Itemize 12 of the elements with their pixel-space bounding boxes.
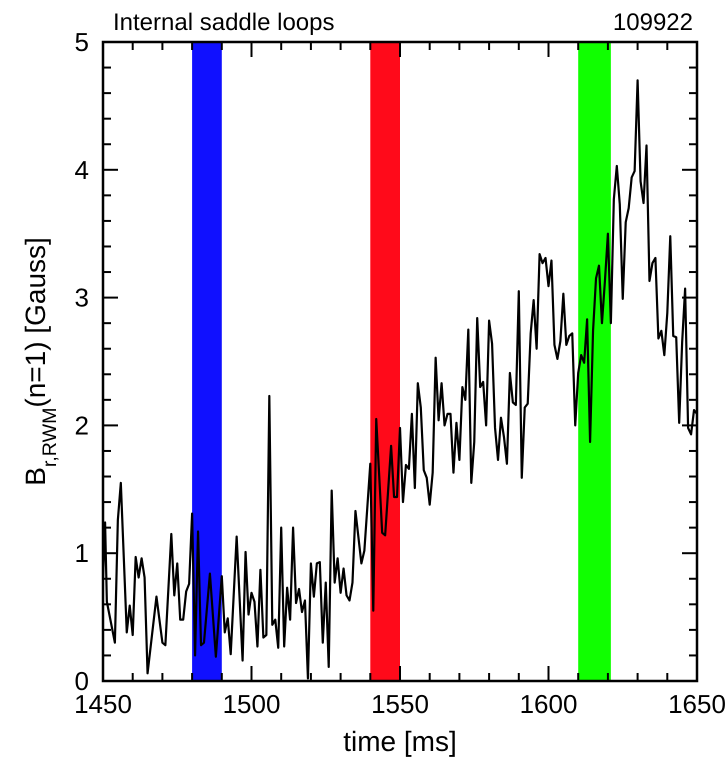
text: 109922 <box>612 9 693 36</box>
y-tick-label: 5 <box>74 27 89 57</box>
y-tick-label: 3 <box>74 282 89 313</box>
x-tick-label: 1500 <box>222 689 280 719</box>
chart-title: Internal saddle loops <box>113 9 334 36</box>
y-tick-label: 4 <box>74 154 89 185</box>
x-tick-label: 1550 <box>371 689 429 719</box>
y-tick-label: 1 <box>74 538 89 568</box>
x-tick-label: 1600 <box>520 689 578 719</box>
x-axis-title: time [ms] <box>343 726 457 757</box>
x-tick-label: 1650 <box>668 689 726 719</box>
y-tick-label: 2 <box>74 410 89 440</box>
